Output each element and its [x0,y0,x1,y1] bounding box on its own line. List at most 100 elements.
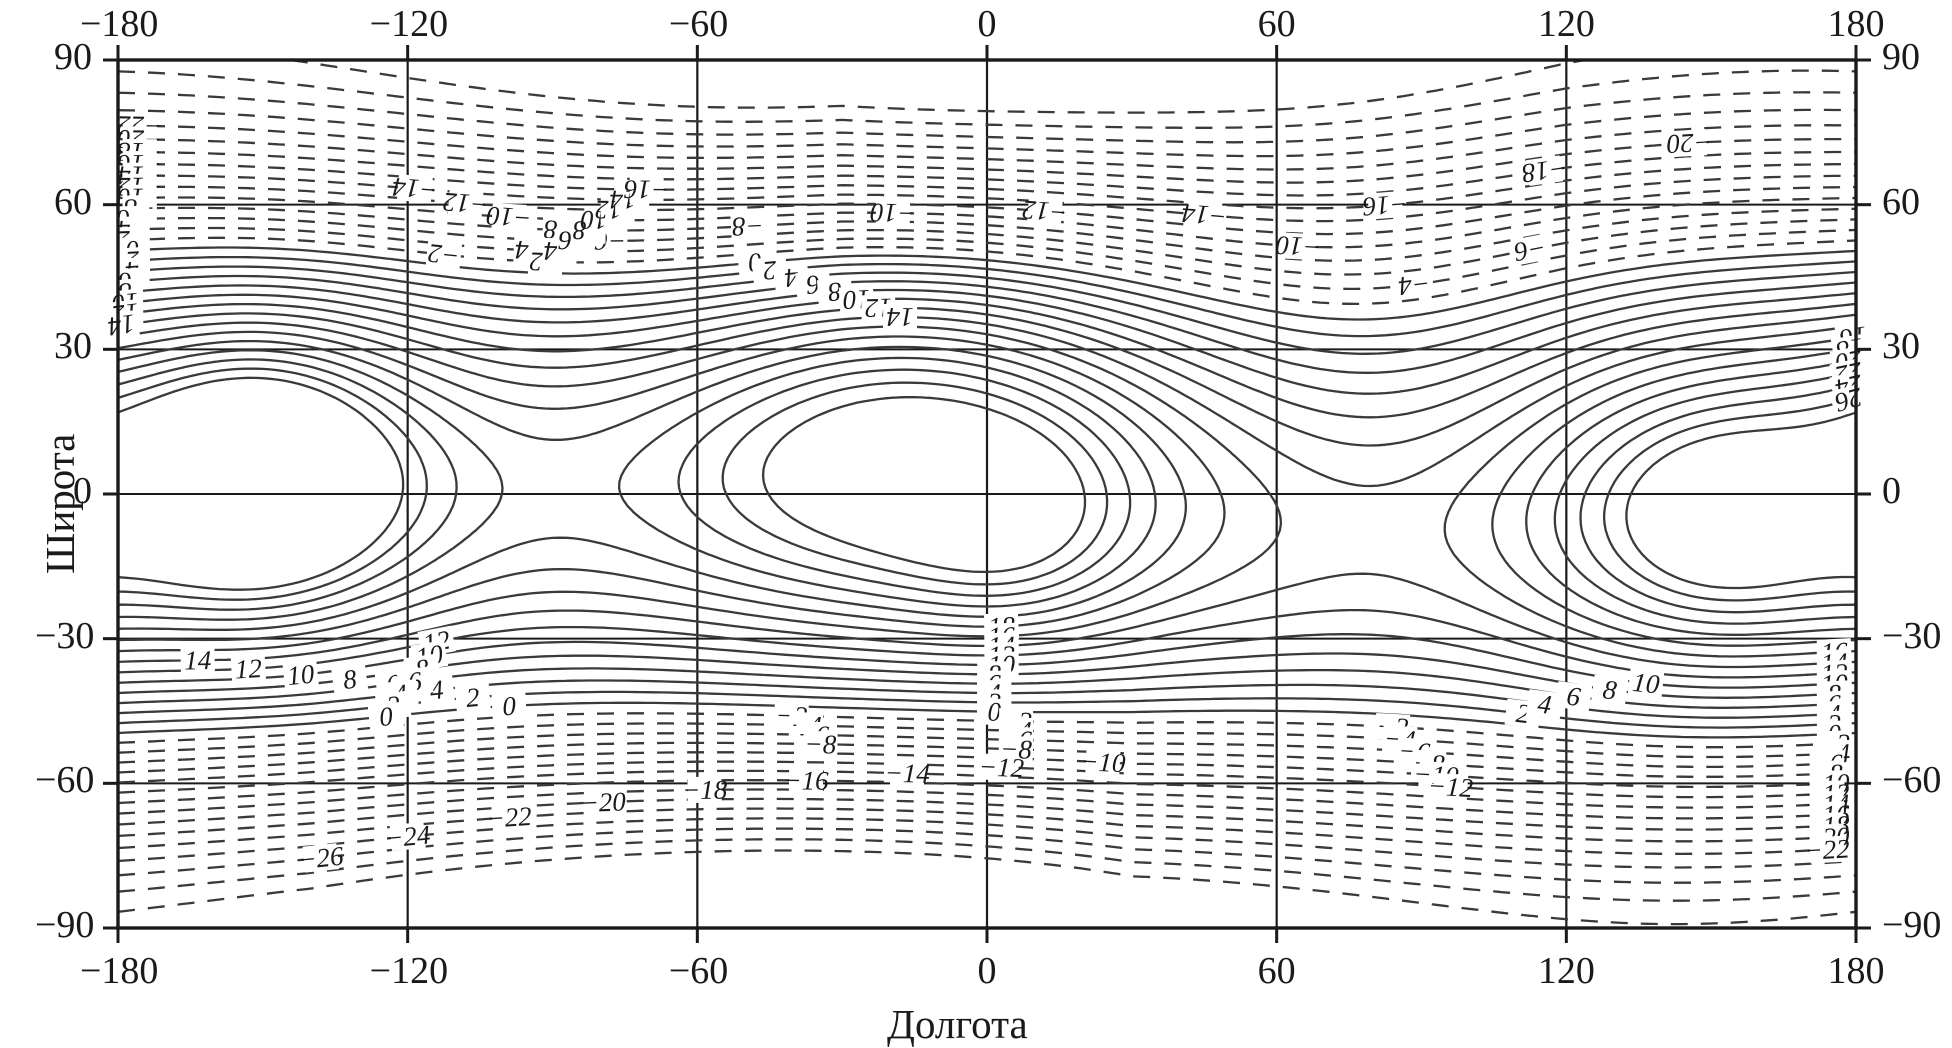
svg-text:−6: −6 [1511,232,1548,268]
svg-text:14: 14 [184,645,211,675]
svg-text:−14: −14 [1180,198,1228,232]
svg-text:−12: −12 [1427,770,1474,803]
contour-label: 26 [1828,382,1869,418]
svg-text:10: 10 [286,658,316,691]
contour-label: 14 [102,308,141,342]
contour-label: 10 [838,284,875,315]
contour-label: −22 [1804,833,1851,865]
x-tick-top-2: −60 [668,3,729,45]
svg-text:−18: −18 [1520,153,1570,189]
contour-label: 8 [331,663,369,695]
contour-label: −24 [384,819,432,853]
svg-text:14: 14 [106,308,137,341]
svg-text:8: 8 [341,663,359,695]
x-tick-bottom-0: −180 [80,950,159,992]
contour-label: 10 [1627,667,1665,700]
y-tick-left-1: −60 [35,759,95,802]
contour-label: 10 [282,658,319,691]
svg-text:−22: −22 [1804,833,1851,865]
contour-label: −4 [1395,268,1433,301]
y-tick-right-4: 30 [1882,325,1920,368]
contour-label: 14 [883,302,918,332]
y-tick-right-6: 90 [1882,36,1920,78]
y-tick-left-0: −90 [35,904,95,946]
svg-text:6: 6 [805,269,822,300]
contour-label: 0 [367,701,405,732]
contour-label: −10 [1275,230,1322,262]
axis-ticks [103,45,1871,943]
svg-text:4: 4 [428,674,445,705]
svg-text:0: 0 [987,697,1001,727]
x-tick-bottom-1: −120 [369,950,449,992]
y-tick-left-4: 30 [54,325,92,368]
contour-label: −2 [425,238,463,271]
x-tick-top-5: 120 [1537,3,1595,45]
contour-label: −10 [870,198,916,229]
x-tick-top-0: −180 [80,3,159,45]
svg-text:−16: −16 [783,765,829,795]
contour-label: −6 [1510,232,1550,268]
svg-text:12: 12 [234,653,263,684]
svg-text:8: 8 [1601,674,1619,706]
svg-text:−24: −24 [384,819,432,853]
x-tick-bottom-4: 60 [1257,950,1296,992]
svg-text:−12: −12 [442,187,489,220]
svg-text:−14: −14 [391,172,438,206]
contour-label: −16 [1361,189,1409,222]
svg-text:−20: −20 [580,786,627,818]
x-tick-bottom-5: 120 [1537,950,1595,992]
svg-text:2: 2 [465,682,481,713]
contour-labels: −22−20−18−16−14−12−10−8−6−4−202468101214… [102,110,1873,875]
contour-label: −12 [978,751,1024,783]
y-tick-right-0: −90 [1882,904,1942,946]
x-tick-bottom-6: 180 [1827,950,1885,992]
contour-label: −16 [783,765,829,795]
svg-text:−14: −14 [884,758,930,789]
svg-text:−8: −8 [804,729,837,760]
contour-label: −8 [803,729,838,760]
svg-text:0: 0 [501,691,517,722]
y-tick-left-6: 90 [54,36,92,78]
y-tick-right-1: −60 [1882,759,1942,802]
y-tick-left-2: −30 [35,614,95,657]
contour-label: −16 [623,174,669,204]
svg-text:−22: −22 [486,801,533,834]
svg-text:−10: −10 [870,198,916,229]
contour-label: −12 [1021,195,1068,228]
contour-label: −12 [442,187,489,220]
svg-text:−26: −26 [297,840,346,875]
svg-text:−16: −16 [623,174,669,204]
contour-label: −20 [1665,127,1712,160]
svg-text:−10: −10 [1275,230,1322,262]
x-tick-top-6: 180 [1827,3,1885,45]
svg-text:14: 14 [886,302,913,332]
x-tick-top-4: 60 [1257,3,1296,45]
y-tick-left-5: 60 [54,180,92,223]
x-axis-title: Долгота [887,1001,1028,1047]
contour-label: 4 [1526,688,1564,720]
svg-text:4: 4 [1536,688,1553,720]
contour-label: −20 [580,786,627,818]
y-tick-right-2: −30 [1882,614,1942,657]
contour-label: −14 [884,758,930,789]
contour-label: 8 [1591,674,1629,706]
contour-label: −22 [486,801,533,834]
x-tick-bottom-2: −60 [668,950,729,992]
svg-text:6: 6 [1565,680,1583,712]
x-tick-top-1: −120 [369,3,449,45]
x-tick-bottom-3: 0 [977,950,997,992]
contour-label: 0 [491,691,527,722]
contour-label: −10 [485,201,532,234]
svg-text:10: 10 [1631,667,1662,700]
y-tick-right-3: 0 [1882,470,1901,512]
svg-text:0: 0 [378,701,395,732]
contour-label: −12 [1427,770,1474,803]
svg-text:−10: −10 [485,201,532,234]
svg-text:−16: −16 [1361,189,1409,222]
svg-text:−20: −20 [1665,127,1712,160]
contour-label: −18 [1520,153,1570,189]
svg-text:2: 2 [762,255,778,286]
contour-label: −8 [730,210,766,242]
